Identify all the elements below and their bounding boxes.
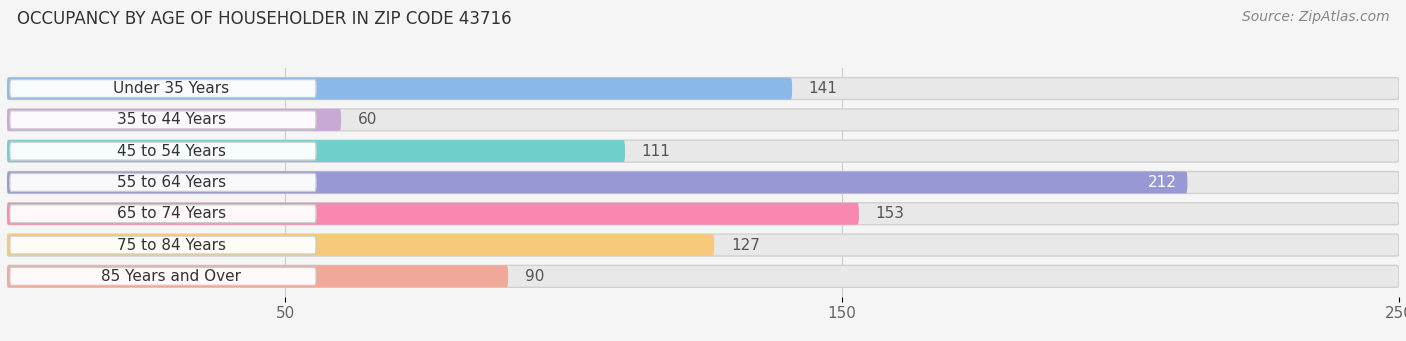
FancyBboxPatch shape bbox=[7, 78, 1399, 100]
Text: 60: 60 bbox=[357, 112, 377, 127]
Text: 45 to 54 Years: 45 to 54 Years bbox=[117, 144, 226, 159]
Text: 127: 127 bbox=[731, 238, 759, 253]
Text: 65 to 74 Years: 65 to 74 Years bbox=[117, 206, 226, 221]
FancyBboxPatch shape bbox=[10, 79, 316, 98]
FancyBboxPatch shape bbox=[7, 265, 508, 287]
Text: 141: 141 bbox=[808, 81, 838, 96]
FancyBboxPatch shape bbox=[7, 234, 1399, 256]
FancyBboxPatch shape bbox=[10, 236, 316, 254]
FancyBboxPatch shape bbox=[10, 205, 316, 223]
Text: 35 to 44 Years: 35 to 44 Years bbox=[117, 112, 226, 127]
FancyBboxPatch shape bbox=[7, 172, 1399, 193]
FancyBboxPatch shape bbox=[10, 267, 316, 285]
FancyBboxPatch shape bbox=[10, 142, 316, 160]
FancyBboxPatch shape bbox=[7, 140, 626, 162]
Text: 85 Years and Over: 85 Years and Over bbox=[101, 269, 242, 284]
Text: 90: 90 bbox=[524, 269, 544, 284]
FancyBboxPatch shape bbox=[7, 78, 792, 100]
Text: 55 to 64 Years: 55 to 64 Years bbox=[117, 175, 226, 190]
Text: 212: 212 bbox=[1147, 175, 1177, 190]
Text: OCCUPANCY BY AGE OF HOUSEHOLDER IN ZIP CODE 43716: OCCUPANCY BY AGE OF HOUSEHOLDER IN ZIP C… bbox=[17, 10, 512, 28]
FancyBboxPatch shape bbox=[7, 172, 1188, 193]
Text: 153: 153 bbox=[876, 206, 904, 221]
FancyBboxPatch shape bbox=[7, 203, 859, 225]
FancyBboxPatch shape bbox=[10, 174, 316, 191]
Text: 75 to 84 Years: 75 to 84 Years bbox=[117, 238, 226, 253]
Text: Under 35 Years: Under 35 Years bbox=[114, 81, 229, 96]
Text: Source: ZipAtlas.com: Source: ZipAtlas.com bbox=[1241, 10, 1389, 24]
FancyBboxPatch shape bbox=[7, 109, 342, 131]
FancyBboxPatch shape bbox=[7, 203, 1399, 225]
Text: 111: 111 bbox=[641, 144, 671, 159]
FancyBboxPatch shape bbox=[7, 265, 1399, 287]
FancyBboxPatch shape bbox=[7, 109, 1399, 131]
FancyBboxPatch shape bbox=[7, 234, 714, 256]
FancyBboxPatch shape bbox=[10, 111, 316, 129]
FancyBboxPatch shape bbox=[7, 140, 1399, 162]
